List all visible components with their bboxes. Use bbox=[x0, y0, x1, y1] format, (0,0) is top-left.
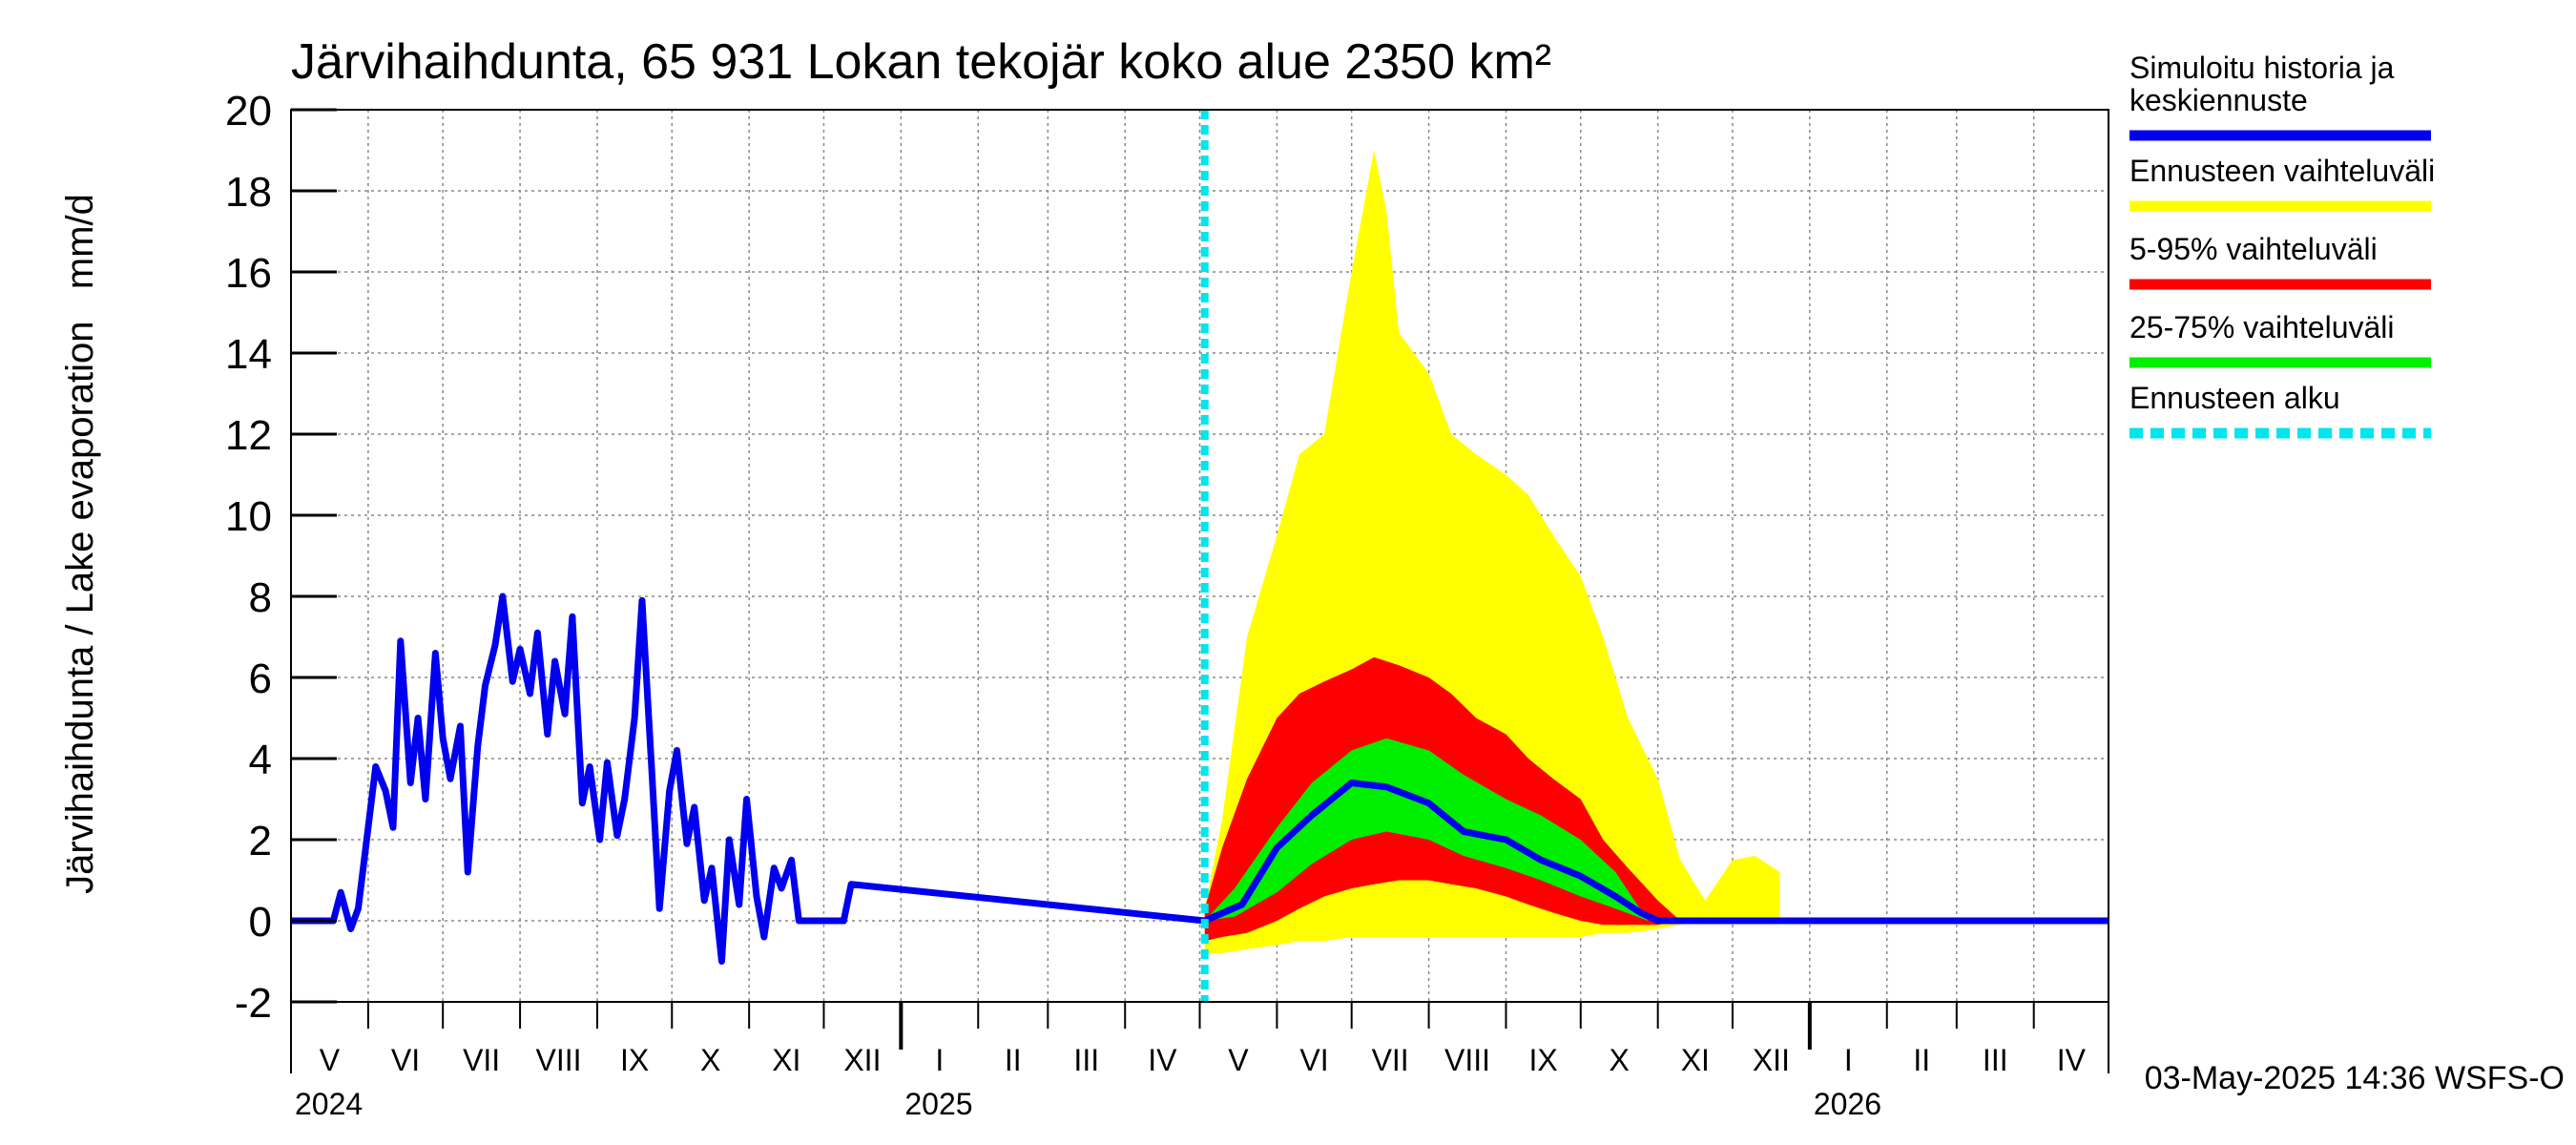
y-tick-label: 18 bbox=[225, 169, 272, 216]
x-month-label: III bbox=[1073, 1043, 1099, 1077]
y-tick-label: 8 bbox=[249, 574, 272, 621]
y-tick-label: 16 bbox=[225, 250, 272, 297]
x-month-label: XII bbox=[1753, 1043, 1790, 1077]
chart-title: Järvihaihdunta, 65 931 Lokan tekojär kok… bbox=[291, 34, 1551, 90]
legend-label: 25-75% vaihteluväli bbox=[2129, 310, 2395, 344]
x-month-label: V bbox=[1228, 1043, 1249, 1077]
x-month-label: IX bbox=[1529, 1043, 1558, 1077]
x-month-label: X bbox=[1610, 1043, 1630, 1077]
x-month-label: XII bbox=[843, 1043, 881, 1077]
y-tick-label: 4 bbox=[249, 737, 272, 783]
legend-label: keskiennuste bbox=[2129, 83, 2308, 117]
y-tick-label: -2 bbox=[235, 980, 272, 1027]
x-month-label: XI bbox=[772, 1043, 800, 1077]
x-year-label: 2025 bbox=[904, 1087, 972, 1121]
x-month-label: IV bbox=[1148, 1043, 1177, 1077]
y-tick-label: 10 bbox=[225, 493, 272, 540]
x-month-label: I bbox=[935, 1043, 944, 1077]
x-month-label: II bbox=[1913, 1043, 1930, 1077]
y-tick-label: 0 bbox=[249, 899, 272, 946]
y-tick-label: 12 bbox=[225, 412, 272, 459]
x-month-label: X bbox=[700, 1043, 720, 1077]
x-month-label: VIII bbox=[536, 1043, 582, 1077]
legend-label: Simuloitu historia ja bbox=[2129, 51, 2395, 85]
x-month-label: VI bbox=[1299, 1043, 1328, 1077]
x-month-label: IX bbox=[620, 1043, 649, 1077]
series-line-mean bbox=[291, 593, 2109, 965]
x-month-label: VII bbox=[1372, 1043, 1409, 1077]
y-tick-label: 6 bbox=[249, 656, 272, 702]
x-year-label: 2026 bbox=[1814, 1087, 1881, 1121]
y-axis-label: Järvihaihdunta / Lake evaporation mm/d bbox=[59, 194, 101, 894]
legend-label: 5-95% vaihteluväli bbox=[2129, 232, 2378, 266]
x-month-label: XI bbox=[1681, 1043, 1710, 1077]
x-month-label: VIII bbox=[1444, 1043, 1490, 1077]
footer-timestamp: 03-May-2025 14:36 WSFS-O bbox=[2145, 1060, 2565, 1096]
x-year-label: 2024 bbox=[295, 1087, 363, 1121]
series-lines bbox=[291, 110, 2109, 1002]
x-month-label: VII bbox=[463, 1043, 500, 1077]
grid-lines bbox=[291, 109, 2109, 1002]
x-month-label: V bbox=[320, 1043, 341, 1077]
x-month-label: IV bbox=[2057, 1043, 2087, 1077]
y-tick-label: 20 bbox=[225, 88, 272, 135]
legend-label: Ennusteen vaihteluväli bbox=[2129, 154, 2435, 188]
x-month-label: I bbox=[1844, 1043, 1853, 1077]
x-month-label: VI bbox=[391, 1043, 420, 1077]
y-tick-label: 2 bbox=[249, 818, 272, 864]
band-25-75-vaihteluv-li bbox=[1204, 738, 1649, 921]
legend-label: Ennusteen alku bbox=[2129, 381, 2340, 415]
x-month-label: III bbox=[1983, 1043, 2008, 1077]
x-month-label: II bbox=[1005, 1043, 1022, 1077]
y-tick-label: 14 bbox=[225, 331, 272, 378]
